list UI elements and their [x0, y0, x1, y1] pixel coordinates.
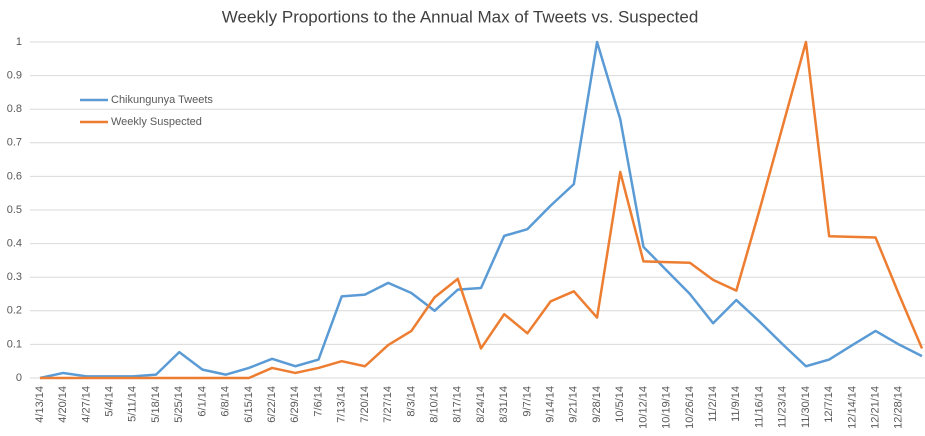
x-tick-label: 9/21/14 — [568, 386, 580, 423]
x-tick-label: 10/26/14 — [684, 386, 696, 429]
x-tick-label: 9/14/14 — [545, 386, 557, 423]
x-tick-label: 5/18/14 — [150, 386, 162, 423]
x-tick-label: 8/31/14 — [498, 386, 510, 423]
x-tick-label: 10/5/14 — [614, 386, 626, 423]
x-tick-label: 6/29/14 — [289, 386, 301, 423]
x-tick-label: 11/16/14 — [753, 386, 765, 428]
x-tick-label: 7/27/14 — [382, 386, 394, 423]
y-tick-label: 0 — [16, 372, 22, 384]
x-tick-label: 8/3/14 — [405, 386, 417, 417]
x-tick-label: 7/6/14 — [312, 386, 324, 417]
y-tick-label: 0.4 — [7, 238, 22, 250]
x-tick-label: 11/2/14 — [707, 386, 719, 422]
x-tick-label: 12/7/14 — [823, 386, 835, 423]
series-line — [40, 40, 924, 380]
x-tick-label: 9/7/14 — [521, 386, 533, 417]
x-tick-label: 8/17/14 — [452, 386, 464, 423]
x-tick-label: 5/11/14 — [127, 386, 139, 422]
x-tick-label: 9/28/14 — [591, 386, 603, 423]
y-tick-label: 0.3 — [7, 271, 22, 283]
x-tick-label: 5/4/14 — [104, 386, 116, 417]
y-tick-label: 0.9 — [7, 70, 22, 82]
y-tick-label: 0.7 — [7, 137, 22, 149]
x-tick-label: 10/19/14 — [661, 386, 673, 429]
chart-title: Weekly Proportions to the Annual Max of … — [222, 7, 699, 26]
y-tick-label: 0.8 — [7, 103, 22, 115]
x-tick-label: 4/27/14 — [80, 386, 92, 423]
x-tick-label: 8/10/14 — [428, 386, 440, 423]
x-tick-label: 12/28/14 — [893, 386, 905, 429]
x-tick-label: 4/20/14 — [57, 386, 69, 423]
legend-label: Chikungunya Tweets — [111, 94, 213, 106]
x-tick-label: 11/23/14 — [777, 386, 789, 428]
x-tick-label: 8/24/14 — [475, 386, 487, 423]
x-tick-label: 6/22/14 — [266, 386, 278, 423]
y-tick-label: 0.6 — [7, 170, 22, 182]
y-tick-label: 0.1 — [7, 338, 22, 350]
y-tick-label: 0.2 — [7, 305, 22, 317]
x-tick-label: 6/1/14 — [196, 386, 208, 417]
x-tick-label: 4/13/14 — [34, 386, 46, 423]
x-tick-label: 6/8/14 — [220, 386, 232, 417]
x-tick-label: 12/14/14 — [846, 386, 858, 429]
series-line — [39, 40, 923, 380]
x-tick-label: 11/30/14 — [800, 386, 812, 428]
x-tick-label: 7/20/14 — [359, 386, 371, 423]
y-tick-label: 1 — [16, 36, 22, 48]
x-tick-label: 11/9/14 — [730, 386, 742, 422]
y-tick-label: 0.5 — [7, 204, 22, 216]
x-tick-label: 12/21/14 — [869, 386, 881, 429]
x-tick-label: 7/13/14 — [336, 386, 348, 423]
x-tick-label: 5/25/14 — [173, 386, 185, 423]
x-tick-label: 10/12/14 — [637, 386, 649, 429]
x-tick-label: 6/15/14 — [243, 386, 255, 423]
legend-label: Weekly Suspected — [111, 116, 202, 128]
